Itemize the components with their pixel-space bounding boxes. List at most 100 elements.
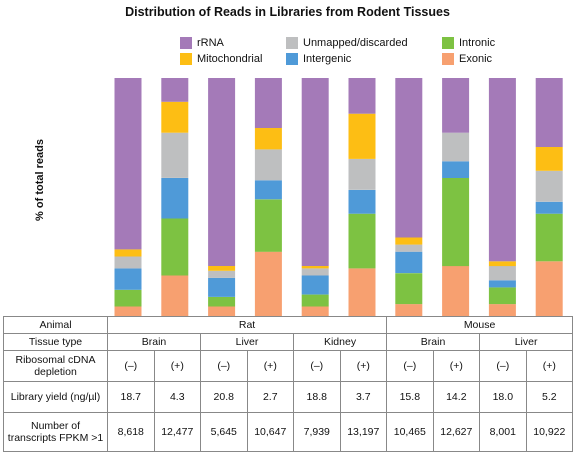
bar-segment-intergenic-8 — [488, 280, 516, 288]
legend-swatch — [180, 53, 192, 65]
legend-item-rrna: rRNA — [180, 37, 224, 49]
bar-segment-exonic-9 — [535, 261, 563, 316]
bar-segment-intronic-9 — [535, 213, 563, 262]
depletion-cell: (+) — [339, 350, 388, 382]
bar-segment-intronic-0 — [114, 289, 142, 307]
row-header-yield: Library yield (ng/µl) — [3, 381, 108, 413]
animal-rat: Rat — [106, 316, 388, 334]
legend-label: Mitochondrial — [197, 53, 263, 65]
row-header-transcripts: Number of transcripts FPKM >1 — [3, 412, 108, 452]
row-header-depletion: Ribosomal cDNA depletion — [3, 350, 108, 382]
legend-item-intronic: Intronic — [442, 37, 495, 49]
bar-segment-unmapped-discarded-2 — [208, 270, 236, 278]
transcripts-cell: 8,001 — [479, 412, 527, 452]
legend-item-intergenic: Intergenic — [286, 53, 351, 65]
bar-segment-intronic-3 — [254, 199, 282, 252]
row-header-tissue: Tissue type — [3, 333, 108, 351]
transcripts-cell: 8,618 — [107, 412, 155, 452]
bar-segment-intronic-1 — [161, 218, 189, 276]
depletion-row: Ribosomal cDNA depletion (–) (+) (–) (+)… — [3, 350, 574, 382]
legend-item-exonic: Exonic — [442, 53, 492, 65]
yield-cell: 2.7 — [246, 381, 294, 413]
bar-segment-mitochondrial-2 — [208, 266, 236, 271]
legend-swatch — [286, 37, 298, 49]
legend-item-mitochondrial: Mitochondrial — [180, 53, 262, 65]
bar-segment-intergenic-6 — [395, 251, 423, 274]
bar-segment-unmapped-discarded-1 — [161, 132, 189, 178]
transcripts-cell: 5,645 — [200, 412, 248, 452]
bar-segment-exonic-7 — [442, 266, 470, 316]
bar-segment-intronic-5 — [348, 213, 376, 269]
yield-cell: 20.8 — [200, 381, 248, 413]
bar-segment-exonic-5 — [348, 268, 376, 316]
yield-cell: 18.7 — [107, 381, 155, 413]
yield-cell: 14.2 — [432, 381, 481, 413]
bar-segment-intergenic-4 — [301, 275, 329, 295]
bar-segment-mitochondrial-9 — [535, 147, 563, 171]
legend-label: rRNA — [197, 37, 224, 49]
bar-segment-mitochondrial-5 — [348, 113, 376, 159]
bar-segment-unmapped-discarded-6 — [395, 244, 423, 252]
depletion-cell: (–) — [479, 350, 527, 382]
tissue-cell: Liver — [479, 333, 574, 351]
bar-segment-intergenic-0 — [114, 268, 142, 290]
animal-mouse: Mouse — [386, 316, 574, 334]
yield-row: Library yield (ng/µl) 18.7 4.3 20.8 2.7 … — [3, 381, 574, 413]
depletion-cell: (+) — [432, 350, 481, 382]
yield-cell: 18.8 — [293, 381, 341, 413]
legend-swatch — [442, 53, 454, 65]
bar-segment-unmapped-discarded-7 — [442, 132, 470, 162]
transcripts-cell: 13,197 — [339, 412, 388, 452]
bar-segment-unmapped-discarded-3 — [254, 149, 282, 181]
tissue-cell: Liver — [200, 333, 294, 351]
animal-row: Animal Rat Mouse — [3, 316, 574, 334]
tissue-row: Tissue type Brain Liver Kidney Brain Liv… — [3, 333, 574, 351]
bar-segment-rrna-9 — [535, 78, 563, 147]
legend-swatch — [180, 37, 192, 49]
bar-segment-intergenic-2 — [208, 277, 236, 297]
bar-segment-mitochondrial-8 — [488, 261, 516, 267]
tissue-cell: Kidney — [292, 333, 388, 351]
bar-segment-mitochondrial-3 — [254, 128, 282, 150]
yield-cell: 18.0 — [479, 381, 527, 413]
bar-segment-mitochondrial-6 — [395, 237, 423, 245]
bar-segment-unmapped-discarded-5 — [348, 158, 376, 190]
depletion-cell: (–) — [200, 350, 248, 382]
legend-label: Intronic — [459, 37, 496, 49]
bar-segment-rrna-6 — [395, 78, 423, 238]
bar-segment-intronic-2 — [208, 297, 236, 307]
yield-cell: 4.3 — [153, 381, 201, 413]
bar-segment-intronic-8 — [488, 287, 516, 305]
bar-segment-rrna-0 — [114, 78, 142, 250]
bar-segment-intergenic-1 — [161, 178, 189, 219]
yield-cell: 15.8 — [386, 381, 434, 413]
depletion-cell: (+) — [525, 350, 574, 382]
tissue-cell: Brain — [107, 333, 201, 351]
bar-segment-rrna-1 — [161, 78, 189, 102]
bar-segment-mitochondrial-4 — [301, 266, 329, 269]
legend-label: Exonic — [459, 53, 493, 65]
bar-segment-rrna-3 — [254, 78, 282, 128]
bar-segment-intronic-7 — [442, 178, 470, 267]
transcripts-cell: 12,477 — [153, 412, 201, 452]
bar-segment-intronic-6 — [395, 273, 423, 305]
bar-segment-unmapped-discarded-9 — [535, 170, 563, 202]
bar-segment-unmapped-discarded-8 — [488, 266, 516, 281]
row-header-animal: Animal — [3, 316, 108, 334]
bar-segment-exonic-2 — [208, 306, 236, 316]
transcripts-cell: 7,939 — [293, 412, 341, 452]
legend-swatch — [442, 37, 454, 49]
depletion-cell: (–) — [107, 350, 155, 382]
transcripts-cell: 12,627 — [432, 412, 481, 452]
bar-segment-mitochondrial-0 — [114, 249, 142, 257]
legend: rRNA Unmapped/discarded Intronic Mitocho… — [180, 37, 560, 67]
bar-segment-exonic-1 — [161, 275, 189, 316]
bar-segment-rrna-2 — [208, 78, 236, 266]
transcripts-cell: 10,465 — [386, 412, 434, 452]
depletion-cell: (–) — [293, 350, 341, 382]
bar-segment-rrna-8 — [488, 78, 516, 262]
bar-segment-intronic-4 — [301, 294, 329, 307]
transcripts-row: Number of transcripts FPKM >1 8,618 12,4… — [3, 412, 574, 452]
bar-segment-unmapped-discarded-0 — [114, 256, 142, 269]
bar-segment-exonic-4 — [301, 306, 329, 316]
